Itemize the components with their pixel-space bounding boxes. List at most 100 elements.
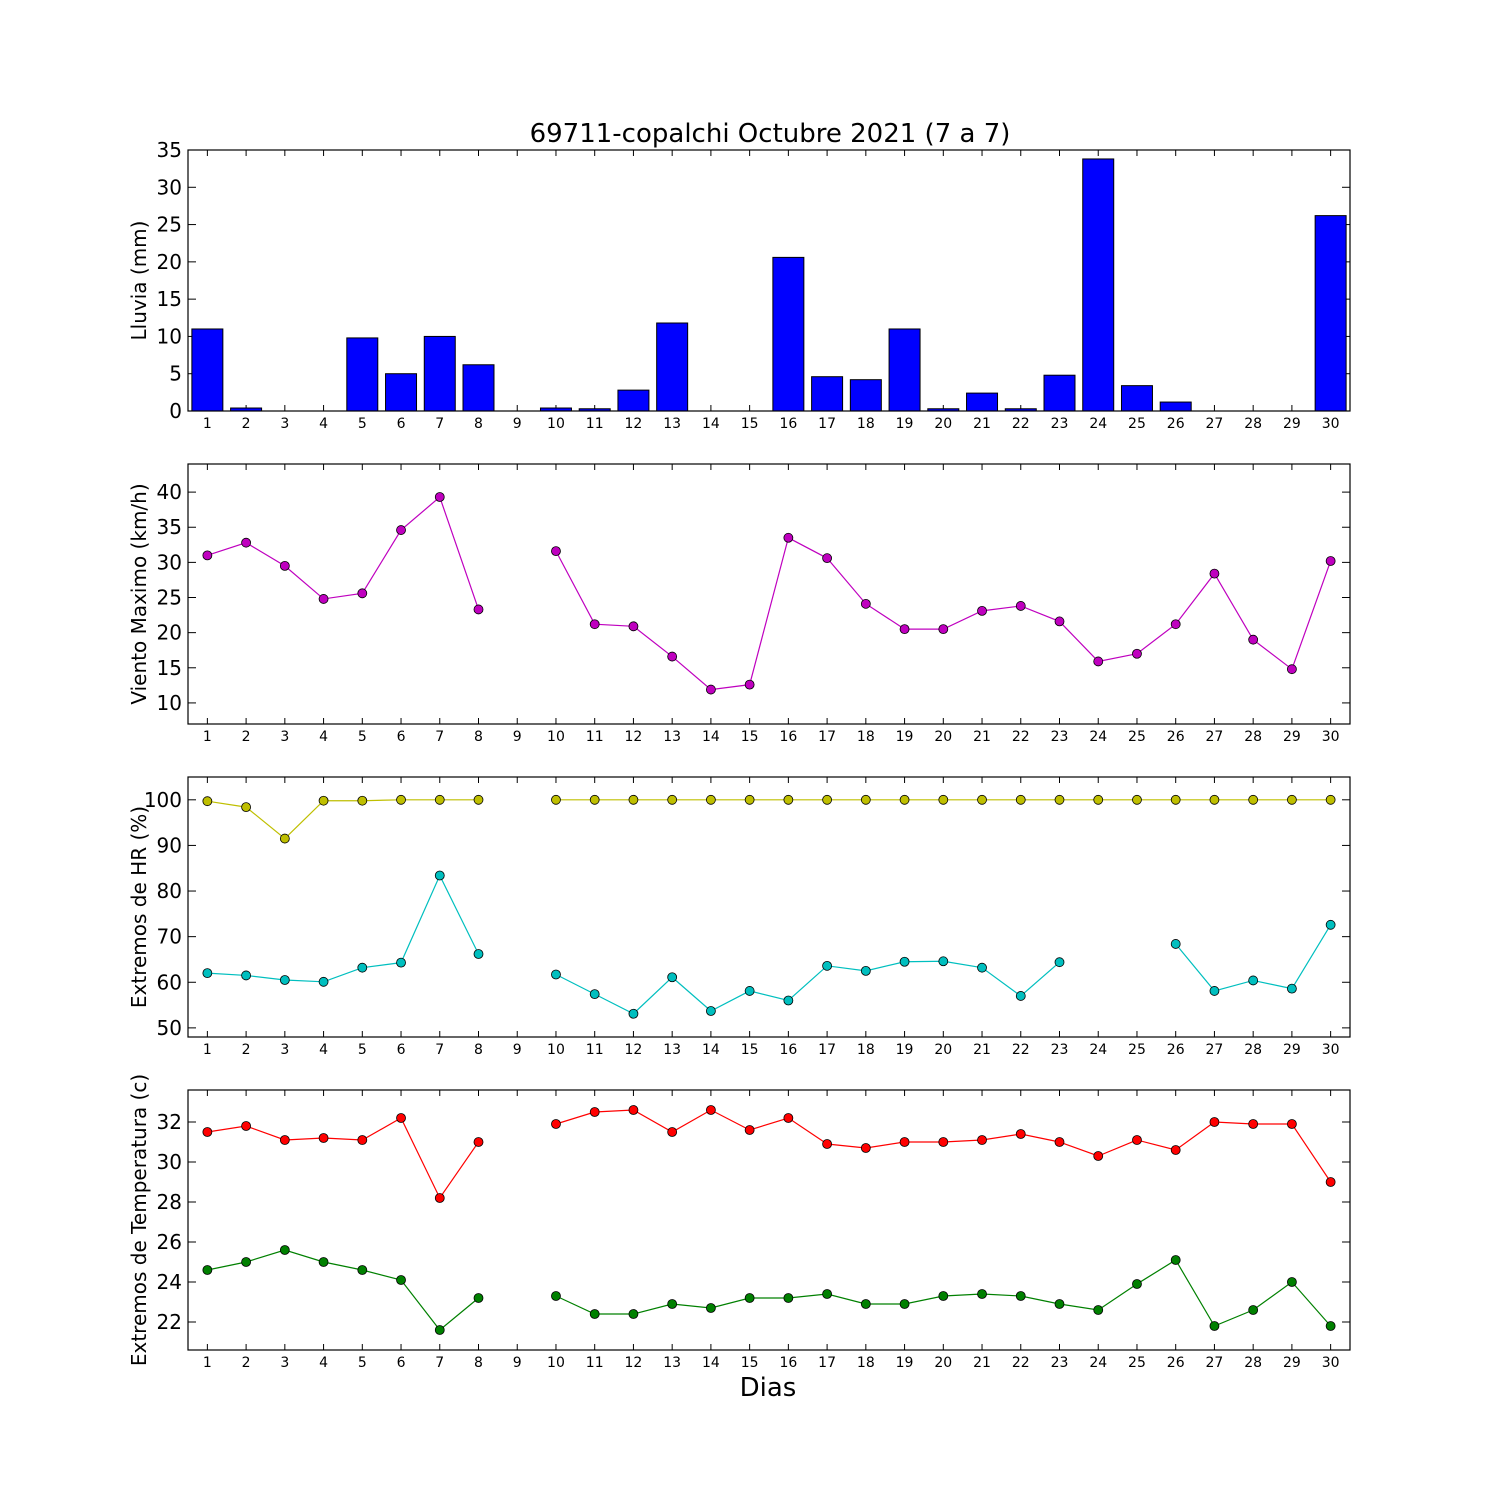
data-point <box>822 553 832 564</box>
x-tick-label: 1 <box>203 416 212 432</box>
x-tick-label: 24 <box>1089 416 1107 432</box>
x-tick-label: 12 <box>625 416 643 432</box>
y-tick-label: 30 <box>157 175 182 199</box>
data-point <box>977 1135 987 1145</box>
data-point <box>589 1309 600 1319</box>
y-tick-label: 30 <box>157 1150 182 1174</box>
x-tick-label: 5 <box>358 1042 367 1058</box>
data-point <box>1287 1277 1297 1287</box>
x-tick-label: 28 <box>1244 1042 1262 1058</box>
x-tick-label: 20 <box>934 1355 952 1371</box>
y-axis-label: Extremos de Temperatura (c) <box>127 1074 151 1366</box>
data-point <box>783 1293 794 1303</box>
data-point <box>899 624 910 635</box>
data-point <box>357 1265 368 1275</box>
data-point <box>628 794 639 805</box>
data-point <box>1209 794 1220 805</box>
y-tick-label: 10 <box>157 691 182 715</box>
x-tick-label: 29 <box>1283 729 1301 745</box>
data-point <box>977 962 987 973</box>
data-point <box>1287 794 1297 805</box>
x-tick-label: 18 <box>857 416 875 432</box>
series-line <box>207 874 480 983</box>
data-point <box>860 965 871 976</box>
bar <box>462 364 495 412</box>
data-point <box>938 1137 949 1147</box>
x-tick-label: 24 <box>1089 1355 1107 1371</box>
data-point <box>202 968 213 979</box>
data-point <box>551 794 561 805</box>
data-point <box>1209 568 1220 579</box>
x-tick-label: 1 <box>203 729 212 745</box>
y-tick-label: 35 <box>157 515 182 539</box>
data-point <box>899 1137 910 1147</box>
x-tick-label: 6 <box>397 729 406 745</box>
y-tick-label: 25 <box>157 213 182 237</box>
x-tick-label: 30 <box>1322 416 1340 432</box>
x-tick-label: 2 <box>242 416 251 432</box>
data-point <box>241 1257 252 1267</box>
x-tick-label: 3 <box>280 1042 289 1058</box>
data-point <box>551 969 561 980</box>
x-tick-label: 6 <box>397 1355 406 1371</box>
data-point <box>783 794 794 805</box>
data-point <box>1287 664 1297 675</box>
data-point <box>938 1291 949 1301</box>
x-tick-label: 27 <box>1206 729 1224 745</box>
data-point <box>1287 1119 1297 1129</box>
x-tick-label: 2 <box>242 729 251 745</box>
x-tick-label: 4 <box>319 729 328 745</box>
data-point <box>1132 1135 1142 1145</box>
data-point <box>202 1127 213 1137</box>
x-tick-label: 28 <box>1244 729 1262 745</box>
y-tick-label: 22 <box>157 1310 182 1334</box>
x-tick-label: 8 <box>474 416 483 432</box>
data-point <box>1248 634 1259 645</box>
x-tick-label: 10 <box>547 416 565 432</box>
data-point <box>977 794 987 805</box>
x-tick-label: 10 <box>547 1355 565 1371</box>
data-point <box>706 794 716 805</box>
bar <box>346 337 379 412</box>
data-point <box>977 1289 987 1299</box>
x-tick-label: 23 <box>1051 1355 1069 1371</box>
data-point <box>628 1105 639 1115</box>
plot-frame <box>187 463 1351 725</box>
data-point <box>706 684 716 695</box>
data-point <box>318 795 329 806</box>
data-point <box>434 794 445 805</box>
data-point <box>667 651 678 662</box>
y-tick-label: 35 <box>157 138 182 162</box>
y-tick-label: 90 <box>157 833 182 857</box>
data-point <box>396 957 406 968</box>
x-tick-label: 11 <box>586 1355 604 1371</box>
data-point <box>706 1303 716 1313</box>
data-point <box>318 1133 329 1143</box>
bar <box>966 392 999 412</box>
x-tick-label: 22 <box>1012 729 1030 745</box>
bar <box>772 256 805 412</box>
data-point <box>1093 1151 1104 1161</box>
data-point <box>977 605 987 616</box>
data-point <box>783 532 794 543</box>
data-point <box>1015 601 1026 611</box>
data-point <box>744 679 755 690</box>
data-point <box>473 794 484 805</box>
data-point <box>1209 1117 1220 1127</box>
x-tick-label: 13 <box>663 416 681 432</box>
x-tick-label: 21 <box>973 416 991 432</box>
data-point <box>628 621 639 632</box>
x-tick-label: 19 <box>896 1355 914 1371</box>
data-point <box>396 794 406 805</box>
data-point <box>1132 1279 1142 1289</box>
x-tick-label: 29 <box>1283 1355 1301 1371</box>
x-tick-label: 17 <box>818 1355 836 1371</box>
data-point <box>1325 1177 1336 1187</box>
data-point <box>357 1135 368 1145</box>
y-tick-label: 24 <box>157 1270 182 1294</box>
x-tick-label: 2 <box>242 1042 251 1058</box>
data-point <box>1132 648 1142 659</box>
